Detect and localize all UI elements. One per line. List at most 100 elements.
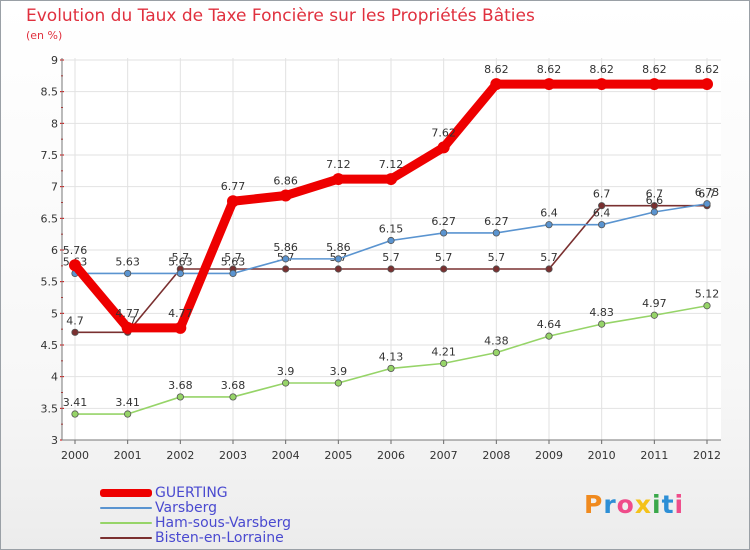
- data-point: [124, 410, 132, 418]
- data-point: [648, 78, 661, 91]
- chart-title: Evolution du Taux de Taxe Foncière sur l…: [26, 6, 535, 26]
- data-label: 5.7: [488, 251, 506, 264]
- y-tick-label: 5.5: [41, 276, 59, 289]
- data-label: 6.27: [484, 215, 509, 228]
- legend-item-bisten-en-lorraine: Bisten-en-Lorraine: [100, 530, 284, 546]
- data-point: [492, 348, 500, 357]
- data-label: 5.63: [168, 255, 193, 268]
- x-tick-label: 2000: [61, 449, 89, 462]
- data-point: [703, 302, 711, 310]
- x-tick-label: 2004: [272, 449, 300, 462]
- data-point: [387, 265, 395, 273]
- x-tick-label: 2003: [219, 449, 247, 462]
- logo-letter: i: [674, 490, 685, 519]
- data-point: [492, 265, 500, 273]
- data-label: 3.68: [221, 379, 246, 392]
- x-tick-label: 2011: [640, 449, 668, 462]
- data-point: [332, 173, 345, 186]
- data-label: 4.64: [537, 318, 562, 331]
- data-label: 4.83: [589, 306, 614, 319]
- data-point: [176, 269, 184, 278]
- data-point: [282, 265, 290, 273]
- data-label: 4.77: [115, 307, 140, 320]
- data-label: 6.7: [593, 188, 611, 201]
- data-point: [174, 321, 187, 334]
- data-label: 4.38: [484, 335, 509, 348]
- data-label: 5.63: [221, 255, 246, 268]
- data-label: 6.77: [221, 180, 246, 193]
- legend-label: GUERTING: [155, 485, 228, 501]
- y-tick-label: 6: [51, 244, 58, 257]
- data-point: [69, 259, 81, 272]
- data-label: 4.97: [642, 297, 667, 310]
- data-label: 8.62: [695, 63, 720, 76]
- data-label: 3.9: [330, 365, 348, 378]
- data-label: 3.68: [168, 379, 193, 392]
- legend-item-ham-sous-varsberg: Ham-sous-Varsberg: [100, 515, 291, 531]
- data-point: [440, 359, 448, 367]
- data-label: 5.76: [63, 244, 88, 257]
- legend-swatch: [100, 489, 152, 497]
- data-point: [703, 200, 711, 208]
- data-label: 5.7: [382, 251, 400, 264]
- data-point: [545, 221, 553, 229]
- y-tick-label: 8: [51, 117, 58, 130]
- data-point: [701, 78, 713, 91]
- data-label: 3.41: [63, 396, 88, 409]
- data-point: [490, 78, 503, 91]
- logo-letter: o: [616, 490, 635, 519]
- x-tick-label: 2009: [535, 449, 563, 462]
- data-label: 6.4: [540, 207, 558, 220]
- data-point: [440, 229, 448, 237]
- proxiti-logo: Proxiti: [584, 490, 684, 519]
- y-tick-label: 7: [51, 181, 58, 194]
- data-label: 8.62: [589, 63, 614, 76]
- data-label: 5.7: [540, 251, 558, 264]
- data-label: 6.6: [646, 194, 664, 207]
- data-label: 5.86: [326, 241, 351, 254]
- data-label: 4.13: [379, 350, 404, 363]
- data-label: 5.63: [115, 255, 140, 268]
- x-tick-label: 2012: [693, 449, 721, 462]
- data-label: 6.4: [593, 207, 611, 220]
- y-tick-label: 3: [51, 434, 58, 447]
- y-tick-label: 9: [51, 54, 58, 67]
- data-label: 6.27: [431, 215, 456, 228]
- y-tick-label: 7.5: [41, 149, 59, 162]
- data-point: [282, 255, 290, 263]
- data-label: 8.62: [484, 63, 509, 76]
- data-label: 4.21: [431, 345, 456, 358]
- logo-letter: t: [661, 490, 675, 519]
- data-point: [543, 78, 555, 91]
- x-tick-label: 2008: [482, 449, 510, 462]
- logo-letter: x: [634, 490, 652, 519]
- x-tick-label: 2002: [166, 449, 194, 462]
- data-label: 7.12: [379, 158, 404, 171]
- data-label: 5.7: [172, 251, 190, 264]
- legend-item-varsberg: Varsberg: [100, 500, 217, 516]
- data-label: 6.86: [273, 175, 298, 188]
- x-tick-label: 2010: [588, 449, 616, 462]
- y-tick-label: 4: [51, 371, 58, 384]
- legend-item-guerting: GUERTING: [100, 485, 228, 501]
- y-tick-label: 4.5: [41, 339, 59, 352]
- logo-letter: i: [652, 490, 662, 519]
- data-point: [545, 332, 553, 340]
- data-label: 3.41: [115, 396, 140, 409]
- x-tick-label: 2006: [377, 449, 405, 462]
- data-label: 4.77: [168, 307, 193, 320]
- legend-swatch: [100, 507, 152, 509]
- y-tick-label: 3.5: [41, 402, 59, 415]
- data-label: 3.9: [277, 365, 295, 378]
- y-tick-label: 5: [51, 307, 58, 320]
- data-label: 5.12: [695, 288, 720, 301]
- data-label: 6.73: [695, 186, 720, 199]
- data-point: [229, 269, 237, 278]
- data-point: [385, 173, 397, 186]
- data-point: [598, 221, 606, 229]
- logo-letter: P: [584, 490, 604, 519]
- data-label: 8.62: [537, 63, 562, 76]
- data-point: [650, 208, 658, 216]
- data-point: [176, 393, 184, 401]
